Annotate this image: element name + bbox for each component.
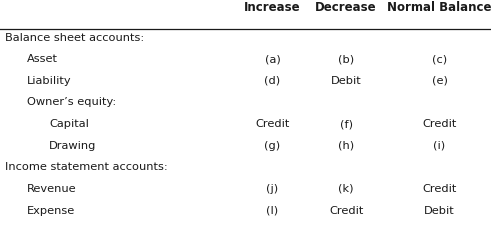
Text: Drawing: Drawing bbox=[49, 141, 96, 151]
Text: Revenue: Revenue bbox=[27, 184, 77, 194]
Text: (k): (k) bbox=[338, 184, 354, 194]
Text: Liability: Liability bbox=[27, 76, 72, 86]
Text: Income statement accounts:: Income statement accounts: bbox=[5, 162, 167, 172]
Text: (a): (a) bbox=[265, 54, 280, 64]
Text: Capital: Capital bbox=[49, 119, 89, 129]
Text: (i): (i) bbox=[434, 141, 445, 151]
Text: Credit: Credit bbox=[422, 119, 457, 129]
Text: Credit: Credit bbox=[255, 119, 290, 129]
Text: (j): (j) bbox=[267, 184, 278, 194]
Text: Increase: Increase bbox=[244, 1, 301, 14]
Text: Normal Balance: Normal Balance bbox=[387, 1, 491, 14]
Text: (g): (g) bbox=[265, 141, 280, 151]
Text: (d): (d) bbox=[265, 76, 280, 86]
Text: (c): (c) bbox=[432, 54, 447, 64]
Text: Balance sheet accounts:: Balance sheet accounts: bbox=[5, 33, 144, 43]
Text: (f): (f) bbox=[340, 119, 353, 129]
Text: (h): (h) bbox=[338, 141, 354, 151]
Text: (b): (b) bbox=[338, 54, 354, 64]
Text: Expense: Expense bbox=[27, 206, 75, 215]
Text: Debit: Debit bbox=[331, 76, 361, 86]
Text: Debit: Debit bbox=[424, 206, 455, 215]
Text: Owner’s equity:: Owner’s equity: bbox=[27, 98, 116, 107]
Text: (e): (e) bbox=[432, 76, 447, 86]
Text: Asset: Asset bbox=[27, 54, 58, 64]
Text: Credit: Credit bbox=[329, 206, 363, 215]
Text: (l): (l) bbox=[267, 206, 278, 215]
Text: Decrease: Decrease bbox=[315, 1, 377, 14]
Text: Credit: Credit bbox=[422, 184, 457, 194]
